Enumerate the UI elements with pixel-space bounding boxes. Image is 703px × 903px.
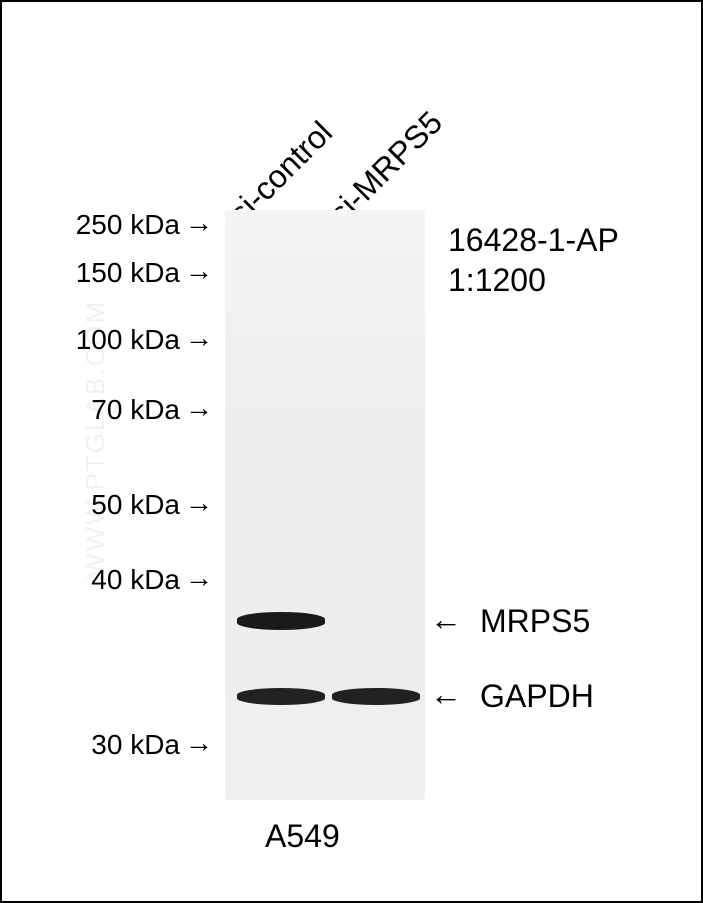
mw-marker-label-3: 70 kDa: [91, 394, 180, 426]
antibody-dilution: 1:1200: [448, 262, 546, 299]
mw-marker-label-4: 50 kDa: [91, 489, 180, 521]
mw-marker-arrow-2: →: [185, 322, 213, 354]
antibody-catalog: 16428-1-AP: [448, 222, 619, 259]
mw-marker-arrow-5: →: [185, 562, 213, 594]
mw-marker-arrow-4: →: [185, 487, 213, 519]
figure-container: WWW.PTGLAB.COM si-controlsi-MRPS5 250 kD…: [0, 0, 703, 903]
mw-marker-label-6: 30 kDa: [91, 729, 180, 761]
band-label-gapdh: GAPDH: [480, 678, 594, 715]
mw-marker-arrow-6: →: [185, 727, 213, 759]
mw-marker-arrow-1: →: [185, 255, 213, 287]
mw-marker-label-5: 40 kDa: [91, 564, 180, 596]
band-gapdh-knockdown: [332, 688, 420, 705]
mw-marker-label-2: 100 kDa: [76, 324, 180, 356]
mw-marker-label-0: 250 kDa: [76, 209, 180, 241]
band-mrps5-control: [237, 612, 325, 630]
cell-line-label: A549: [265, 818, 340, 855]
band-label-mrps5: MRPS5: [480, 603, 590, 640]
mw-marker-arrow-3: →: [185, 392, 213, 424]
mw-marker-label-1: 150 kDa: [76, 257, 180, 289]
band-arrow-mrps5: ←: [430, 601, 462, 638]
band-gapdh-control: [237, 688, 325, 705]
band-arrow-gapdh: ←: [430, 676, 462, 713]
mw-marker-arrow-0: →: [185, 207, 213, 239]
blot-membrane: [225, 210, 425, 800]
